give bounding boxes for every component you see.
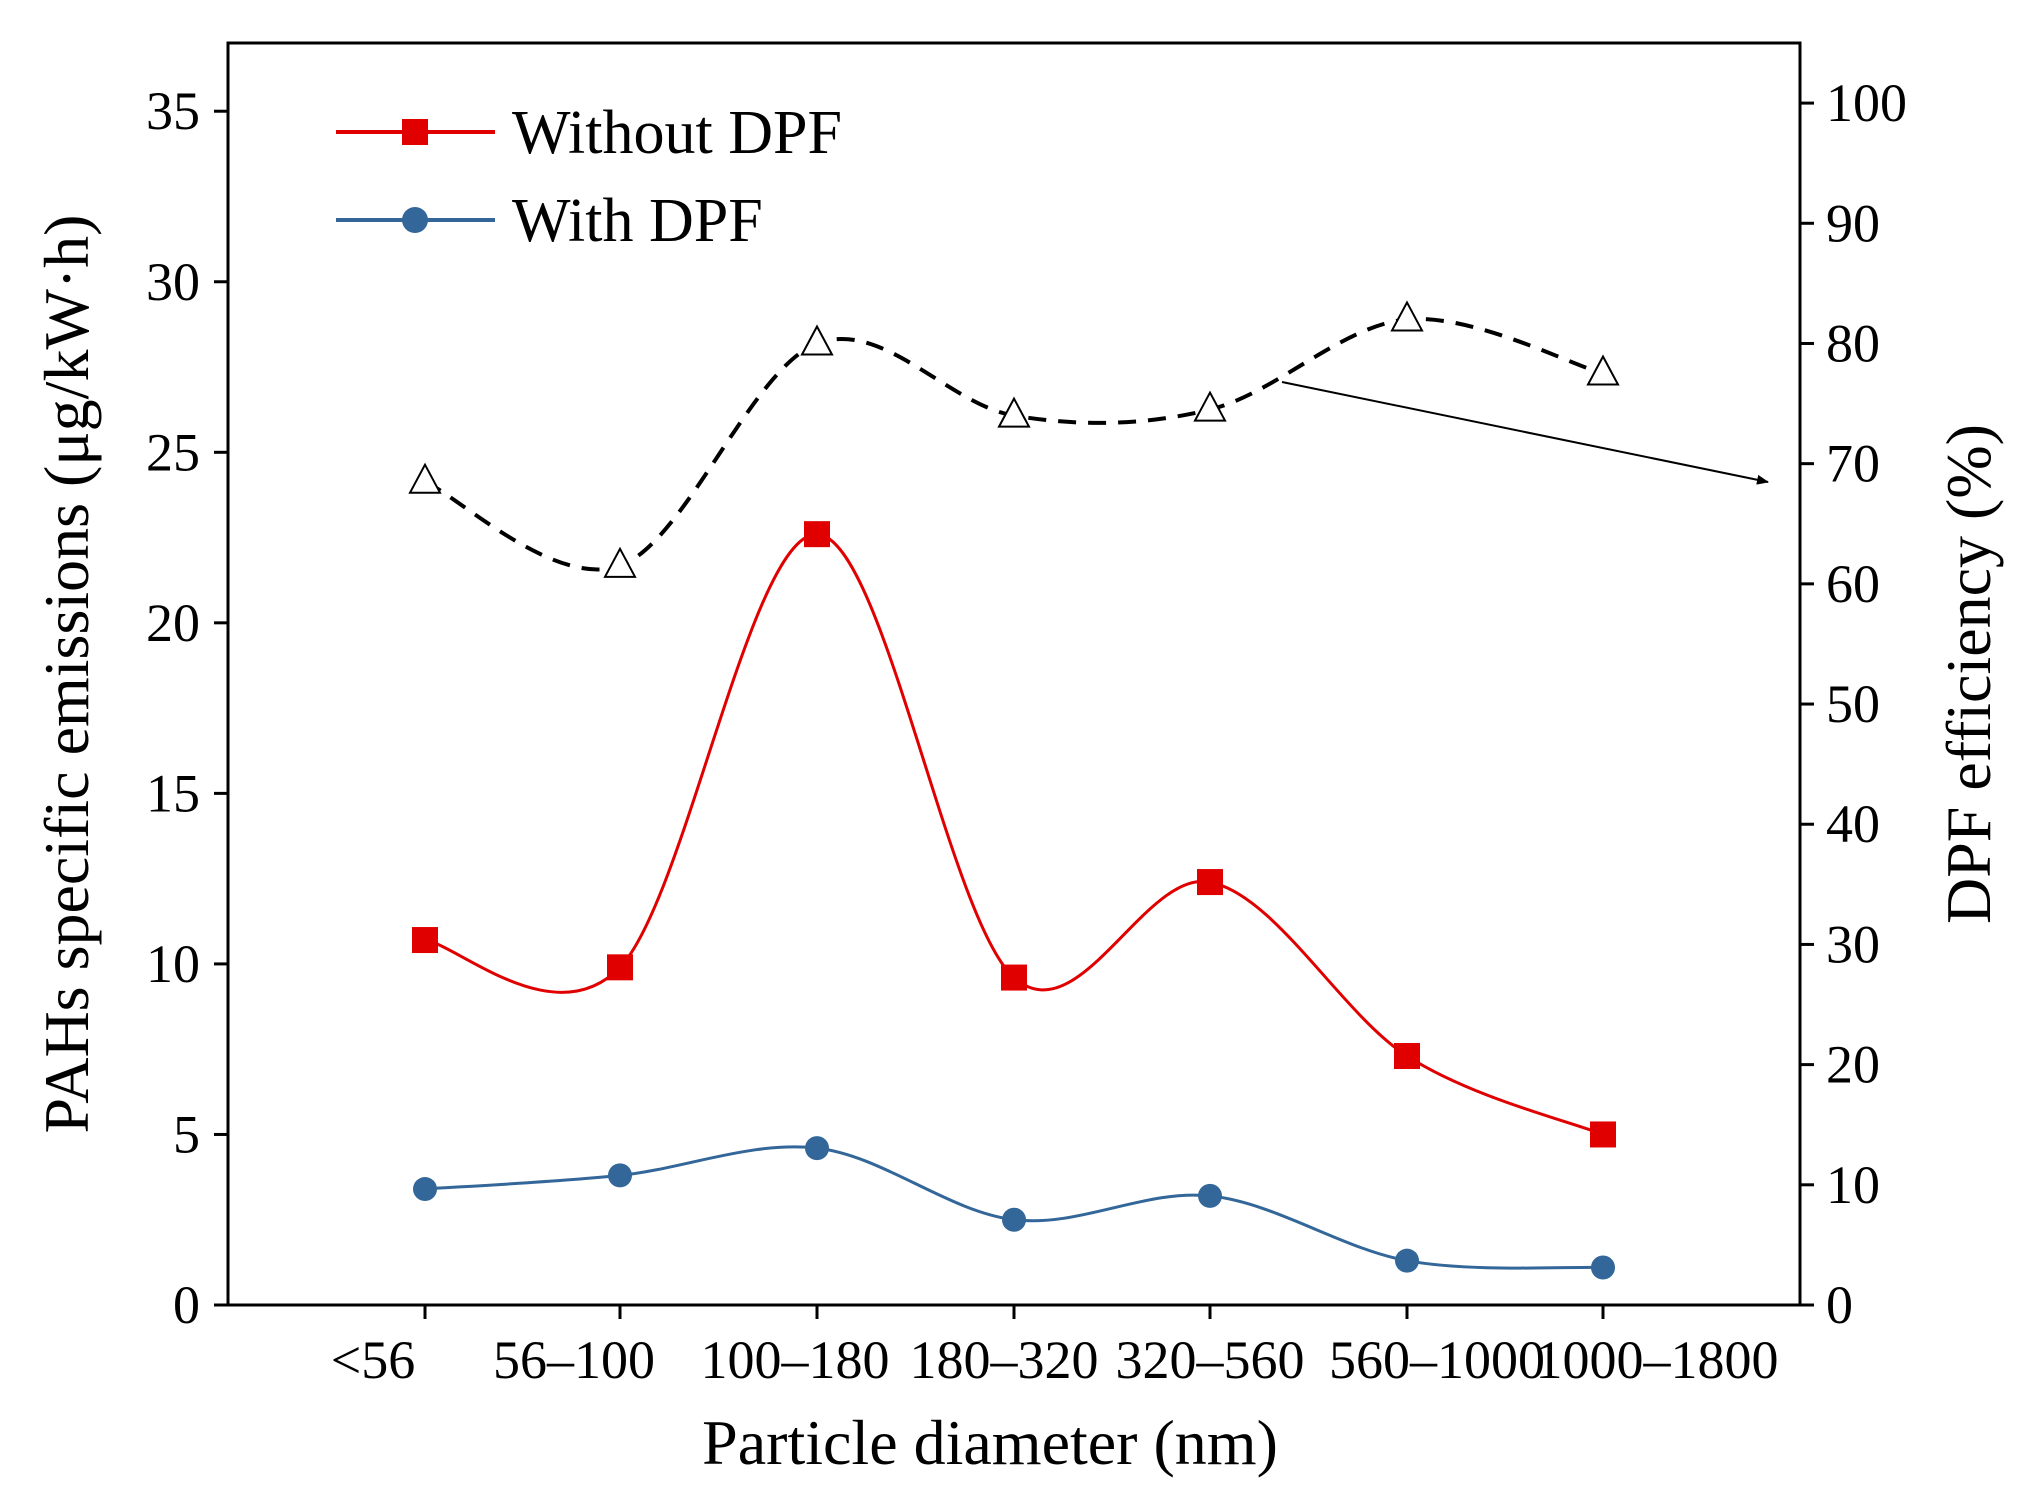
y-tick-label-right: 40: [1826, 794, 1880, 854]
data-point-square: [607, 954, 633, 981]
series-layer: [408, 300, 1620, 1280]
x-tick-label: 560–1000: [1329, 1330, 1545, 1390]
y-tick-label-left: 30: [146, 252, 200, 312]
data-point-triangle: [800, 324, 834, 356]
y-tick-label-left: 15: [146, 763, 200, 823]
data-point-square: [1394, 1043, 1420, 1070]
x-tick-label: 180–320: [910, 1330, 1099, 1390]
x-tick-label: 100–180: [701, 1330, 890, 1390]
y-tick-label-left: 25: [146, 422, 200, 482]
legend-marker-with-dpf: [402, 207, 428, 233]
x-tick-label: 56–100: [493, 1330, 655, 1390]
y-tick-label-right: 30: [1826, 914, 1880, 974]
data-point-circle: [413, 1177, 437, 1202]
y-tick-label-left: 0: [173, 1275, 200, 1335]
series-line-0: [424, 532, 1604, 1136]
x-axis-title: Particle diameter (nm): [702, 1407, 1278, 1478]
plot-frame: [226, 41, 1802, 1307]
data-point-triangle: [997, 396, 1031, 428]
data-point-triangle: [1586, 354, 1620, 386]
y-tick-label-left: 10: [146, 934, 200, 994]
data-point-circle: [1591, 1255, 1615, 1280]
y-tick-label-right: 20: [1826, 1035, 1880, 1095]
data-point-triangle: [1193, 390, 1227, 422]
data-point-circle: [608, 1163, 632, 1188]
x-tick-label: 1000–1800: [1536, 1330, 1779, 1390]
series-line-1: [424, 1145, 1604, 1270]
data-point-circle: [1395, 1248, 1419, 1273]
legend: Without DPF With DPF: [336, 99, 842, 255]
y-tick-label-right: 100: [1826, 73, 1907, 133]
data-point-circle: [1198, 1183, 1222, 1208]
right-axis-ticks: 0 10 20 30 40 50 60 70 80 90 100: [1800, 73, 1907, 1335]
legend-label-without-dpf: Without DPF: [512, 99, 842, 167]
data-point-square: [804, 521, 830, 548]
y-tick-label-right: 80: [1826, 313, 1880, 373]
y-tick-label-right: 0: [1826, 1275, 1853, 1335]
y-tick-label-right: 50: [1826, 674, 1880, 734]
data-point-square: [1590, 1121, 1616, 1148]
y-tick-label-right: 70: [1826, 434, 1880, 494]
y-axis-title-left: PAHs specific emissions (μg/kW·h): [31, 215, 102, 1134]
y-tick-label-right: 90: [1826, 193, 1880, 253]
data-point-square: [412, 927, 438, 954]
y-axis-title-right: DPF efficiency (%): [1933, 424, 2004, 924]
series-line-2: [424, 316, 1604, 572]
y-tick-label-left: 5: [173, 1104, 200, 1164]
data-point-square: [1197, 869, 1223, 896]
y-tick-label-right: 10: [1826, 1155, 1880, 1215]
data-point-triangle: [1390, 300, 1424, 332]
data-point-circle: [805, 1136, 829, 1161]
bottom-axis-ticks: <56 56–100 100–180 180–320 320–560 560–100010…: [331, 1305, 1779, 1390]
data-point-circle: [1002, 1207, 1026, 1232]
data-point-triangle: [603, 546, 637, 578]
left-axis-ticks: 0 5 10 15 20 25 30 35: [146, 81, 228, 1335]
y-tick-label-left: 20: [146, 593, 200, 653]
y-tick-label-right: 60: [1826, 554, 1880, 614]
data-point-triangle: [408, 462, 442, 494]
y-tick-label-left: 35: [146, 81, 200, 141]
legend-label-with-dpf: With DPF: [512, 187, 763, 255]
data-point-square: [1001, 964, 1027, 991]
right-axis-arrow: [1281, 381, 1769, 485]
x-tick-label: 320–560: [1116, 1330, 1305, 1390]
legend-marker-without-dpf: [402, 119, 428, 145]
x-tick-label: <56: [331, 1330, 415, 1390]
